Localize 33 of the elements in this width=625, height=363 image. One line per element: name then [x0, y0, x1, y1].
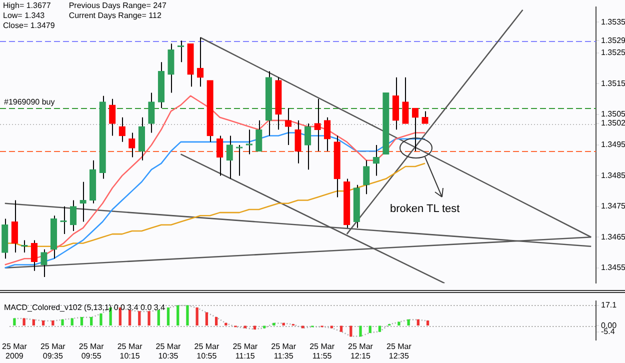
- y-tick-label: 1.3525: [601, 48, 625, 58]
- x-tick-label: 25 Mar 12:35: [386, 342, 412, 360]
- annotation: Low= 1.343: [3, 11, 46, 21]
- y-tick-label: 1.3505: [601, 109, 625, 118]
- y-tick-label: 1.3485: [601, 170, 625, 180]
- y-tick-label: 1.3455: [601, 263, 625, 272]
- y-tick-label: 1.3535: [601, 17, 625, 26]
- x-tick-label: 25 Mar 10:55: [194, 342, 220, 360]
- annotation: High= 1.3677: [3, 1, 52, 11]
- y-tick-label: 1.3465: [601, 232, 625, 242]
- x-tick-label: 25 Mar 10:35: [156, 342, 182, 360]
- x-tick-label: 25 Mar 10:15: [117, 342, 143, 360]
- annotation: broken TL test: [390, 203, 460, 215]
- y-tick-label: -5.4: [601, 327, 616, 336]
- chart-title: MACD_Colored_v102 (5,13,1) 0.0 3.4 0.0 3.4: [4, 303, 165, 312]
- y-tick-label: 17.1: [601, 300, 618, 310]
- annotation: Current Days Range= 112: [68, 11, 162, 21]
- y-tick-label: 1.3529: [601, 36, 625, 45]
- x-tick-label: 25 Mar 09:35: [40, 342, 66, 360]
- x-tick-label: 25 Mar 2009: [2, 342, 28, 360]
- x-tick-label: 25 Mar 09:55: [78, 342, 104, 360]
- annotation: Close= 1.3479: [3, 21, 55, 31]
- y-tick-label: 1.3475: [601, 202, 625, 211]
- x-tick-label: 25 Mar 11:15: [232, 342, 258, 360]
- y-tick-label: 1.3515: [601, 78, 625, 88]
- y-tick-label: 1.3495: [601, 140, 625, 150]
- annotation: Previous Days Range= 247: [68, 1, 166, 11]
- x-tick-label: 25 Mar 11:35: [271, 342, 296, 360]
- x-tick-label: 25 Mar 12:15: [348, 342, 374, 360]
- x-tick-label: 25 Mar 11:55: [310, 342, 335, 360]
- ref-line-label: #1969090 buy: [4, 98, 55, 107]
- y-tick-label: 1.3502: [601, 118, 625, 128]
- y-tick-label: 0.00: [601, 320, 618, 330]
